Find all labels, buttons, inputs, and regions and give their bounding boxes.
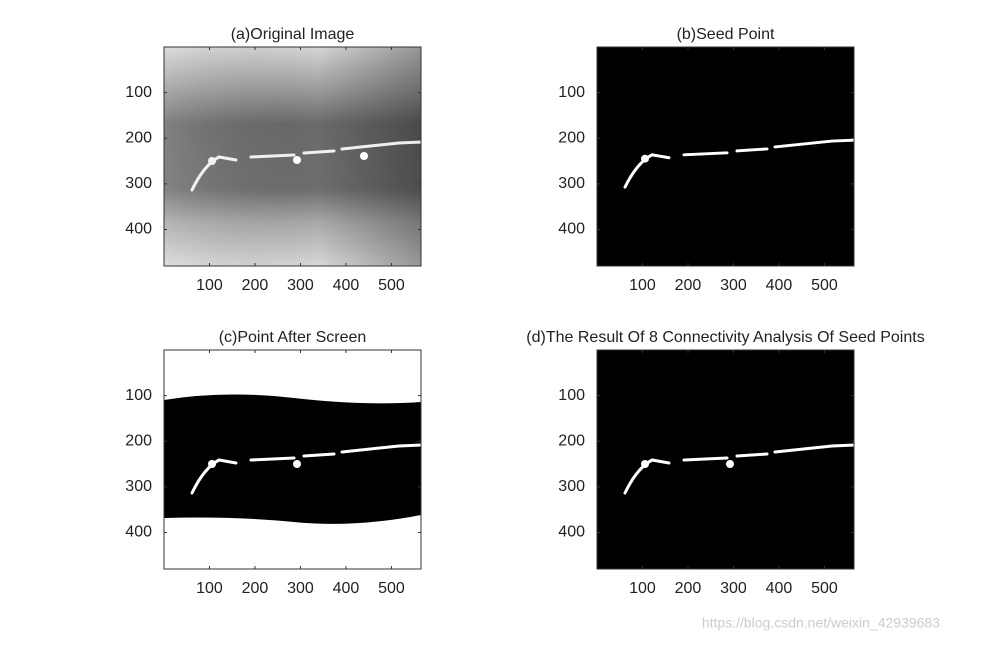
- x-tick-label: 100: [629, 580, 656, 597]
- x-tick-label: 400: [333, 580, 360, 597]
- subplot-title: (d)The Result Of 8 Connectivity Analysis…: [526, 329, 924, 346]
- y-tick-label: 400: [558, 221, 585, 238]
- y-tick-label: 300: [558, 175, 585, 192]
- y-tick-label: 100: [558, 387, 585, 404]
- x-tick-label: 200: [675, 277, 702, 294]
- x-tick-label: 500: [378, 580, 405, 597]
- x-tick-label: 200: [675, 580, 702, 597]
- y-tick-label: 200: [558, 432, 585, 449]
- axes-box: [596, 349, 855, 570]
- image-a: [164, 47, 424, 266]
- x-tick-label: 300: [287, 580, 314, 597]
- y-tick-label: 300: [125, 175, 152, 192]
- x-tick-label: 100: [629, 277, 656, 294]
- y-tick-label: 200: [125, 129, 152, 146]
- x-tick-label: 400: [766, 580, 793, 597]
- subplot-title: (b)Seed Point: [677, 26, 775, 43]
- x-tick-label: 200: [242, 580, 269, 597]
- x-tick-label: 500: [378, 277, 405, 294]
- y-tick-label: 400: [558, 524, 585, 541]
- axes-box: [163, 349, 422, 570]
- y-tick-label: 400: [125, 524, 152, 541]
- image-b: [597, 47, 857, 266]
- x-tick-label: 500: [811, 277, 838, 294]
- image-c: [164, 350, 424, 569]
- watermark: https://blog.csdn.net/weixin_42939683: [702, 615, 940, 631]
- x-tick-label: 200: [242, 277, 269, 294]
- y-tick-label: 100: [125, 387, 152, 404]
- y-tick-label: 200: [125, 432, 152, 449]
- x-tick-label: 400: [333, 277, 360, 294]
- subplot-title: (c)Point After Screen: [219, 329, 367, 346]
- axes-box: [163, 46, 422, 267]
- y-tick-label: 300: [125, 478, 152, 495]
- x-tick-label: 300: [720, 580, 747, 597]
- y-tick-label: 400: [125, 221, 152, 238]
- x-tick-label: 300: [720, 277, 747, 294]
- x-tick-label: 300: [287, 277, 314, 294]
- x-tick-label: 100: [196, 580, 223, 597]
- x-tick-label: 500: [811, 580, 838, 597]
- axes-box: [596, 46, 855, 267]
- x-tick-label: 100: [196, 277, 223, 294]
- y-tick-label: 200: [558, 129, 585, 146]
- y-tick-label: 100: [558, 84, 585, 101]
- x-tick-label: 400: [766, 277, 793, 294]
- image-d: [597, 350, 857, 569]
- y-tick-label: 100: [125, 84, 152, 101]
- y-tick-label: 300: [558, 478, 585, 495]
- subplot-title: (a)Original Image: [231, 26, 355, 43]
